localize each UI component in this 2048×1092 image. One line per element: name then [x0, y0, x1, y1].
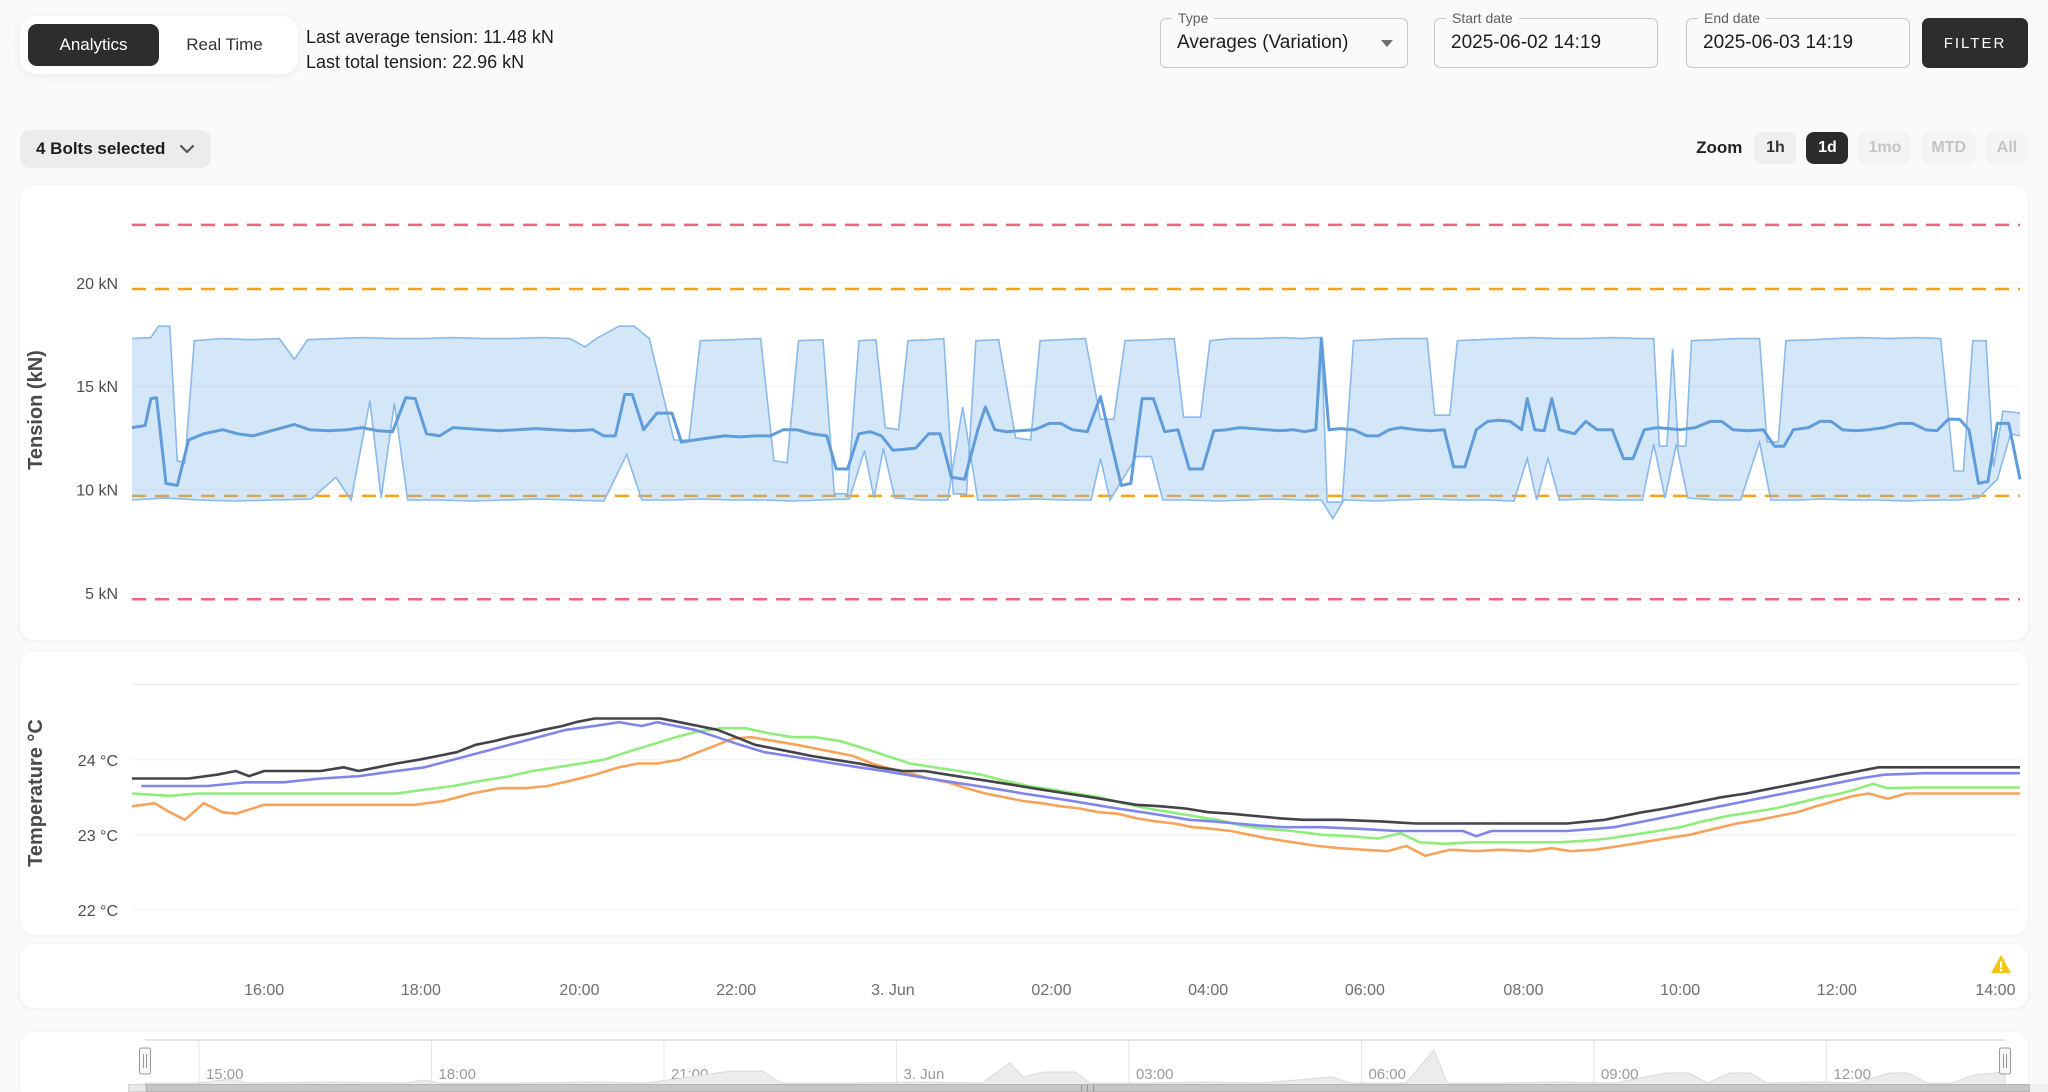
x-tick-label: 18:00: [400, 982, 441, 999]
scrollbar-left-button[interactable]: [128, 1084, 146, 1092]
navigator-left-handle[interactable]: [139, 1047, 151, 1075]
type-select-label: Type: [1172, 10, 1215, 26]
scrollbar-grip-icon: [1081, 1085, 1082, 1091]
y-tick-label: 23 °C: [78, 828, 118, 845]
navigator-tick-label: 18:00: [438, 1066, 476, 1083]
x-tick-label: 06:00: [1344, 982, 1385, 999]
zoom-all-button[interactable]: All: [1986, 132, 2028, 164]
x-tick-label: 20:00: [559, 982, 600, 999]
zoom-1h-button[interactable]: 1h: [1754, 132, 1797, 164]
zoom-mtd-button[interactable]: MTD: [1921, 132, 1976, 164]
scrollbar-grip-icon: [1093, 1085, 1094, 1091]
end-date-label: End date: [1698, 10, 1767, 26]
chevron-down-icon: [180, 144, 195, 154]
view-toggle: Analytics Real Time: [20, 16, 298, 74]
navigator[interactable]: 15:00 18:00 21:00 3. Jun 03:00 06:00 09:00 12:0…: [20, 1032, 2028, 1092]
dropdown-arrow-icon: [1381, 40, 1393, 47]
type-select[interactable]: Type Averages (Variation): [1160, 10, 1408, 68]
x-tick-label: 08:00: [1503, 982, 1544, 999]
average-tension-line: [131, 337, 2022, 487]
x-tick-label: 12:00: [1816, 982, 1857, 999]
start-date-input[interactable]: Start date 2025-06-02 14:19: [1434, 10, 1658, 68]
navigator-tick-label: 06:00: [1368, 1066, 1406, 1083]
tension-range-band: [132, 326, 2020, 519]
y-tick-label: 20 kN: [76, 276, 118, 293]
temperature-chart: 24 °C 23 °C 22 °C Temperature °C: [25, 684, 2020, 920]
bolts-dropdown-label: 4 Bolts selected: [36, 139, 166, 158]
xaxis-card: 16:00 18:00 20:00 22:00 3. Jun 02:00 04:00 06:0…: [20, 944, 2028, 1008]
bolt-series-black-line: [132, 717, 2020, 825]
tension-chart: 20 kN 15 kN 10 kN 5 kN Tension (kN): [25, 223, 2022, 603]
bolts-dropdown[interactable]: 4 Bolts selected: [20, 130, 212, 168]
navigator-tick-label: 12:00: [1833, 1066, 1871, 1083]
x-tick-label: 3. Jun: [871, 982, 915, 999]
bolt-series-blue-line: [141, 720, 2020, 838]
zoom-1mo-button[interactable]: 1mo: [1858, 132, 1912, 164]
zoom-controls: Zoom 1h 1d 1mo MTD All: [1696, 132, 2028, 164]
y-tick-label: 22 °C: [78, 903, 118, 920]
tab-real-time[interactable]: Real Time: [159, 24, 290, 66]
navigator-tick-label: 3. Jun: [903, 1066, 944, 1083]
temperature-axis-title: Temperature °C: [25, 719, 47, 867]
end-date-input[interactable]: End date 2025-06-03 14:19: [1686, 10, 1910, 68]
x-tick-label: 22:00: [716, 982, 757, 999]
y-tick-label: 15 kN: [76, 379, 118, 396]
navigator-tick-label: 09:00: [1601, 1066, 1639, 1083]
tension-stats: Last average tension: 11.48 kN Last tota…: [306, 25, 554, 75]
x-tick-label: 16:00: [244, 982, 285, 999]
tension-axis-title: Tension (kN): [25, 350, 47, 470]
x-tick-label: 14:00: [1975, 982, 2016, 999]
zoom-1d-button[interactable]: 1d: [1806, 132, 1849, 164]
warning-icon[interactable]: [1990, 954, 2012, 974]
navigator-left-handle-grip[interactable]: [139, 1047, 151, 1075]
tab-analytics[interactable]: Analytics: [28, 24, 159, 66]
navigator-tick-label: 03:00: [1136, 1066, 1174, 1083]
type-select-value: Averages (Variation): [1177, 32, 1349, 53]
scrollbar-thumb[interactable]: [146, 1084, 2030, 1092]
end-date-value: 2025-06-03 14:19: [1703, 32, 1854, 53]
x-tick-label: 10:00: [1660, 982, 1701, 999]
range-upper-line: [131, 325, 2021, 503]
last-average-tension: Last average tension: 11.48 kN: [306, 27, 554, 47]
scrollbar-grip-icon: [1087, 1085, 1088, 1091]
range-lower-line: [131, 400, 2021, 521]
start-date-value: 2025-06-02 14:19: [1451, 32, 1602, 53]
x-tick-label: 02:00: [1031, 982, 1072, 999]
tension-chart-card: 20 kN 15 kN 10 kN 5 kN Tension (kN): [20, 185, 2028, 640]
navigator-right-handle[interactable]: [1999, 1047, 2011, 1075]
zoom-label: Zoom: [1696, 138, 1743, 157]
y-tick-label: 10 kN: [76, 483, 118, 500]
last-total-tension: Last total tension: 22.96 kN: [306, 52, 525, 72]
navigator-tick-label: 15:00: [206, 1066, 244, 1083]
filter-button[interactable]: FILTER: [1922, 18, 2028, 68]
y-tick-label: 24 °C: [78, 753, 118, 770]
navigator-series: [144, 1049, 2006, 1086]
start-date-label: Start date: [1446, 10, 1519, 26]
x-tick-label: 04:00: [1188, 982, 1229, 999]
temperature-chart-card: 24 °C 23 °C 22 °C Temperature °C: [20, 652, 2028, 935]
navigator-card: 15:00 18:00 21:00 3. Jun 03:00 06:00 09:00 12:0…: [20, 1032, 2028, 1092]
bolt-series-green-line: [131, 726, 2020, 846]
navigator-right-handle-grip[interactable]: [1999, 1047, 2011, 1075]
y-tick-label: 5 kN: [85, 586, 118, 603]
bolt-series-orange-line: [131, 735, 2020, 858]
